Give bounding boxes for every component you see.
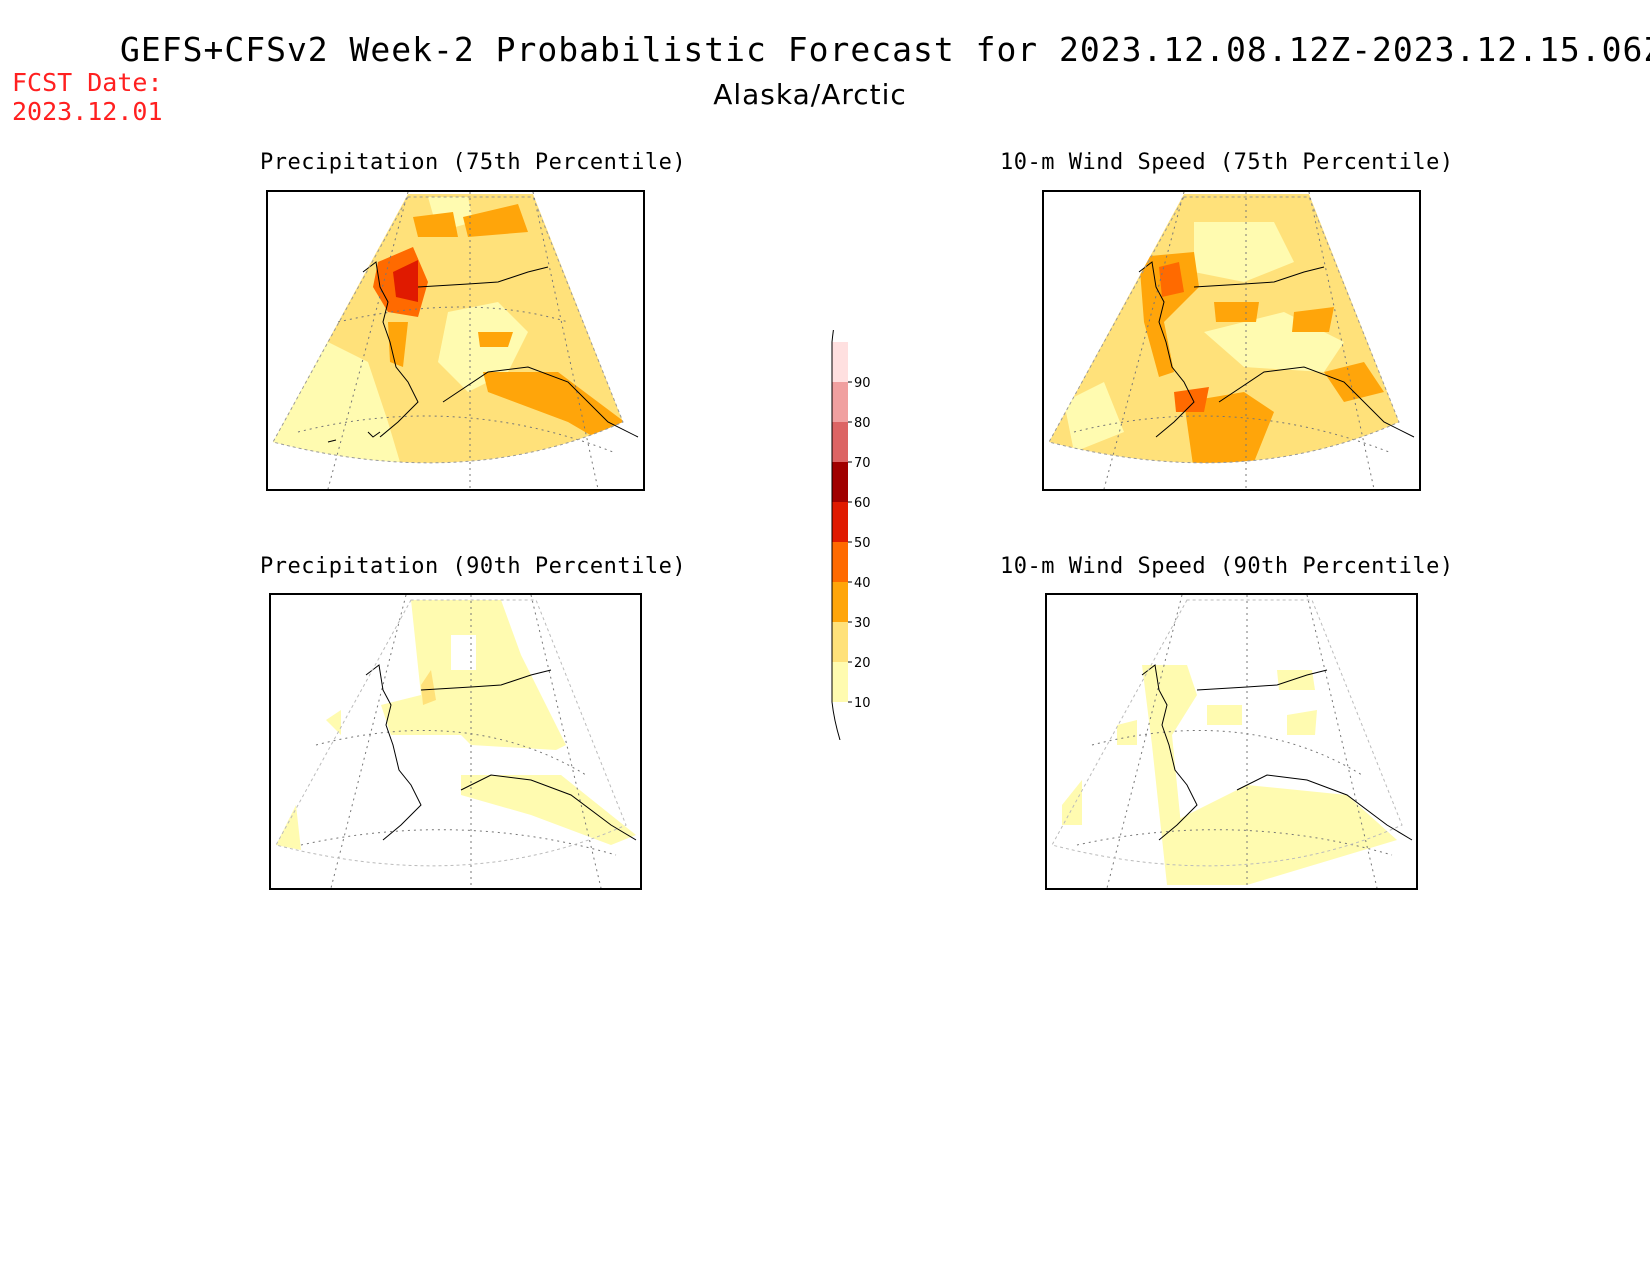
colorbar-tick-label: 70 — [854, 456, 871, 471]
colorbar-swatch — [832, 382, 848, 422]
region-subtitle: Alaska/Arctic — [713, 78, 907, 111]
wind-90-title: 10-m Wind Speed (90th Percentile) — [1000, 554, 1454, 579]
colorbar-legend: 10 20 30 40 50 60 70 80 90 — [820, 303, 900, 741]
wind-90-map — [1045, 593, 1418, 890]
colorbar-swatch — [832, 622, 848, 662]
colorbar-tick-label: 10 — [854, 696, 871, 711]
main-title: GEFS+CFSv2 Week-2 Probabilistic Forecast… — [120, 30, 1650, 69]
precip-90-map — [269, 593, 642, 890]
colorbar-swatch — [832, 462, 848, 502]
colorbar-tick-label: 30 — [854, 616, 871, 631]
colorbar-swatch — [832, 422, 848, 462]
colorbar-swatch — [832, 502, 848, 542]
colorbar-top-tail — [831, 303, 839, 343]
colorbar-tick-label: 90 — [854, 376, 871, 391]
colorbar-swatch — [832, 662, 848, 702]
wind-75-map — [1042, 190, 1421, 491]
colorbar-tick-label: 60 — [854, 496, 871, 511]
colorbar-tick-label: 40 — [854, 576, 871, 591]
colorbar-tick-label: 50 — [854, 536, 871, 551]
forecast-date-value: 2023.12.01 — [12, 97, 163, 126]
colorbar-swatch — [832, 542, 848, 582]
colorbar-swatch — [832, 342, 848, 382]
colorbar-bottom-tail — [831, 701, 841, 741]
forecast-date-label: FCST Date: — [12, 68, 163, 97]
colorbar-swatch — [832, 582, 848, 622]
colorbar-tick-label: 80 — [854, 416, 871, 431]
precip-75-title: Precipitation (75th Percentile) — [260, 150, 687, 175]
wind-75-title: 10-m Wind Speed (75th Percentile) — [1000, 150, 1454, 175]
forecast-date: FCST Date: 2023.12.01 — [12, 68, 163, 126]
precip-90-title: Precipitation (90th Percentile) — [260, 554, 687, 579]
precip-75-map — [266, 190, 645, 491]
colorbar-tick-label: 20 — [854, 656, 871, 671]
